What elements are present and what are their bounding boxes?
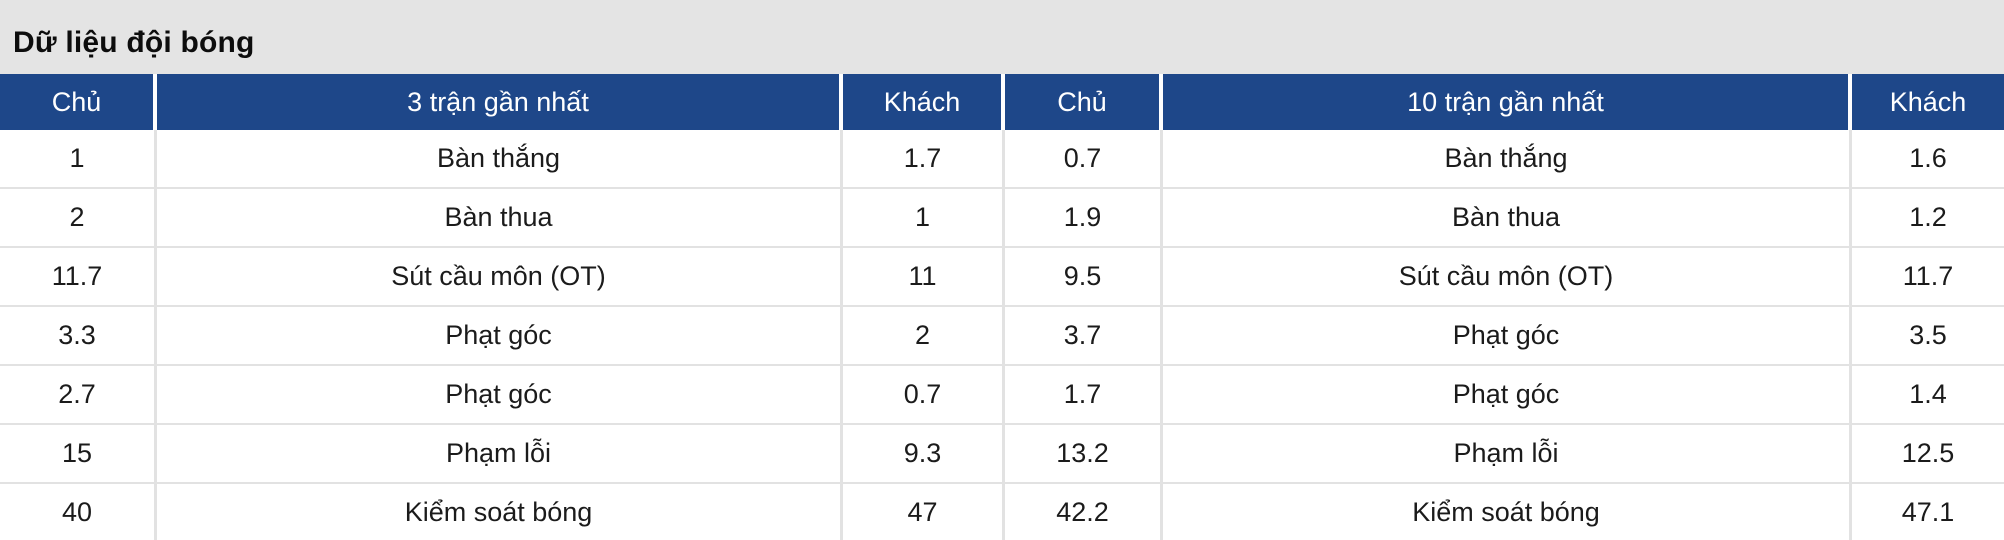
home-3-value: 3.3	[0, 307, 157, 366]
table-row: 2.7 Phạt góc 0.7 1.7 Phạt góc 1.4	[0, 366, 2004, 425]
table-row: 1 Bàn thắng 1.7 0.7 Bàn thắng 1.6	[0, 130, 2004, 189]
home-3-value: 1	[0, 130, 157, 189]
home-3-header: Chủ	[0, 74, 157, 130]
stat-10-label: Kiểm soát bóng	[1163, 484, 1852, 540]
home-10-value: 1.9	[1005, 189, 1163, 248]
away-10-value: 11.7	[1852, 248, 2004, 307]
home-3-value: 2	[0, 189, 157, 248]
stat-10-label: Phạt góc	[1163, 307, 1852, 366]
table-body: 1 Bàn thắng 1.7 0.7 Bàn thắng 1.6 2 Bàn thua 1 1.…	[0, 130, 2004, 540]
home-10-header: Chủ	[1005, 74, 1163, 130]
stat-3-label: Phạt góc	[157, 366, 843, 425]
away-3-value: 2	[843, 307, 1005, 366]
away-10-value: 12.5	[1852, 425, 2004, 484]
table-row: 3.3 Phạt góc 2 3.7 Phạt góc 3.5	[0, 307, 2004, 366]
table-row: 11.7 Sút cầu môn (OT) 11 9.5 Sút cầu môn (OT…	[0, 248, 2004, 307]
stat-3-label: Bàn thắng	[157, 130, 843, 189]
home-10-value: 13.2	[1005, 425, 1163, 484]
away-10-value: 3.5	[1852, 307, 2004, 366]
stat-3-label: Sút cầu môn (OT)	[157, 248, 843, 307]
stat-10-label: Bàn thua	[1163, 189, 1852, 248]
away-10-value: 1.4	[1852, 366, 2004, 425]
table-row: 15 Phạm lỗi 9.3 13.2 Phạm lỗi 12.5	[0, 425, 2004, 484]
stat-10-label: Sút cầu môn (OT)	[1163, 248, 1852, 307]
stat-3-label: Phạm lỗi	[157, 425, 843, 484]
home-10-value: 1.7	[1005, 366, 1163, 425]
away-3-header: Khách	[843, 74, 1005, 130]
away-10-value: 47.1	[1852, 484, 2004, 540]
away-3-value: 9.3	[843, 425, 1005, 484]
away-3-value: 1	[843, 189, 1005, 248]
table-row: 40 Kiểm soát bóng 47 42.2 Kiểm soát bóng 47.1	[0, 484, 2004, 540]
section-title-bar: Dữ liệu đội bóng	[0, 0, 2004, 74]
home-3-value: 2.7	[0, 366, 157, 425]
home-10-value: 9.5	[1005, 248, 1163, 307]
team-stats-table: Chủ 3 trận gần nhất Khách Chủ 10 trận gần nh…	[0, 74, 2004, 540]
stat-3-label: Phạt góc	[157, 307, 843, 366]
away-3-value: 0.7	[843, 366, 1005, 425]
home-10-value: 3.7	[1005, 307, 1163, 366]
away-3-value: 47	[843, 484, 1005, 540]
away-3-value: 11	[843, 248, 1005, 307]
home-3-value: 40	[0, 484, 157, 540]
away-10-value: 1.2	[1852, 189, 2004, 248]
home-10-value: 42.2	[1005, 484, 1163, 540]
stat-10-label: Phạt góc	[1163, 366, 1852, 425]
table-header-row: Chủ 3 trận gần nhất Khách Chủ 10 trận gần nh…	[0, 74, 2004, 130]
home-3-value: 11.7	[0, 248, 157, 307]
stat-10-label: Phạm lỗi	[1163, 425, 1852, 484]
stat-10-label: Bàn thắng	[1163, 130, 1852, 189]
stat-3-label: Kiểm soát bóng	[157, 484, 843, 540]
stat-3-header: 3 trận gần nhất	[157, 74, 843, 130]
away-10-value: 1.6	[1852, 130, 2004, 189]
home-3-value: 15	[0, 425, 157, 484]
stat-3-label: Bàn thua	[157, 189, 843, 248]
stat-10-header: 10 trận gần nhất	[1163, 74, 1852, 130]
away-10-header: Khách	[1852, 74, 2004, 130]
table-row: 2 Bàn thua 1 1.9 Bàn thua 1.2	[0, 189, 2004, 248]
away-3-value: 1.7	[843, 130, 1005, 189]
page-title: Dữ liệu đội bóng	[13, 26, 255, 59]
home-10-value: 0.7	[1005, 130, 1163, 189]
